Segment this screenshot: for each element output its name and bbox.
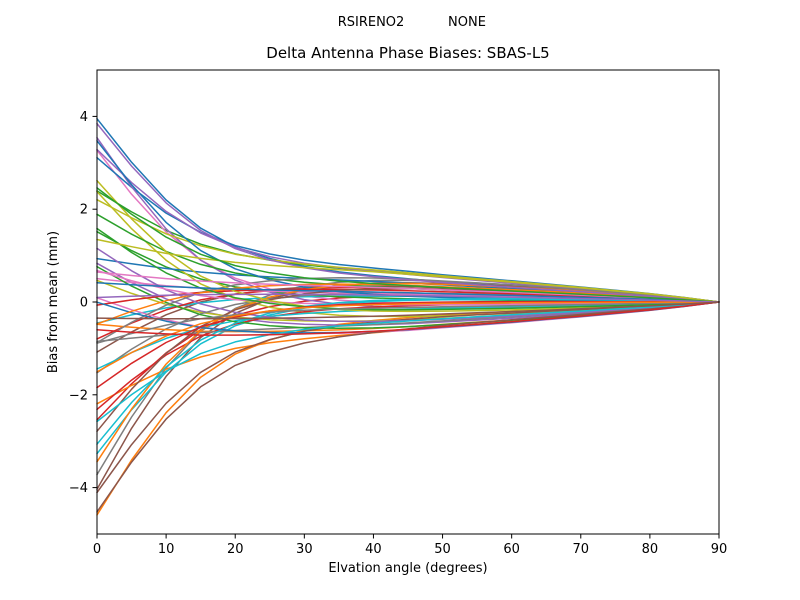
x-tick-label: 20 xyxy=(227,542,244,557)
series-line xyxy=(96,301,720,373)
x-axis-label: Elvation angle (degrees) xyxy=(328,561,487,576)
series-line xyxy=(96,300,720,389)
series-line xyxy=(96,301,720,423)
x-tick-label: 90 xyxy=(711,542,728,557)
y-tick-label: 0 xyxy=(80,296,88,311)
chart-title: Delta Antenna Phase Biases: SBAS-L5 xyxy=(266,44,549,62)
x-tick-label: 10 xyxy=(158,542,175,557)
x-tick-label: 60 xyxy=(503,542,520,557)
series-line xyxy=(96,238,720,303)
y-tick-label: 4 xyxy=(80,110,88,125)
series-line xyxy=(96,301,720,336)
series-line xyxy=(96,281,720,490)
y-axis-label: Bias from mean (mm) xyxy=(46,231,61,373)
y-tick-label: 2 xyxy=(80,203,88,218)
x-tick-label: 50 xyxy=(434,542,451,557)
ticks-layer: 0 10 20 30 40 50 60 70 80 90 −4 −2 0 2 4 xyxy=(69,110,727,557)
suptitle-station: RSIRENO2 xyxy=(338,15,405,30)
series-line xyxy=(96,281,720,303)
suptitle-mode: NONE xyxy=(448,15,486,30)
series-line xyxy=(96,293,720,303)
x-tick-label: 80 xyxy=(642,542,659,557)
series-line xyxy=(96,301,720,320)
series-line xyxy=(96,295,720,421)
series-line xyxy=(96,122,720,303)
y-tick-label: −4 xyxy=(69,481,88,496)
series-line xyxy=(96,187,720,303)
series-lines-layer xyxy=(96,117,720,516)
x-tick-label: 70 xyxy=(573,542,590,557)
x-tick-label: 0 xyxy=(93,542,101,557)
y-tick-label: −2 xyxy=(69,388,88,403)
x-tick-label: 40 xyxy=(365,542,382,557)
x-tick-label: 30 xyxy=(296,542,313,557)
